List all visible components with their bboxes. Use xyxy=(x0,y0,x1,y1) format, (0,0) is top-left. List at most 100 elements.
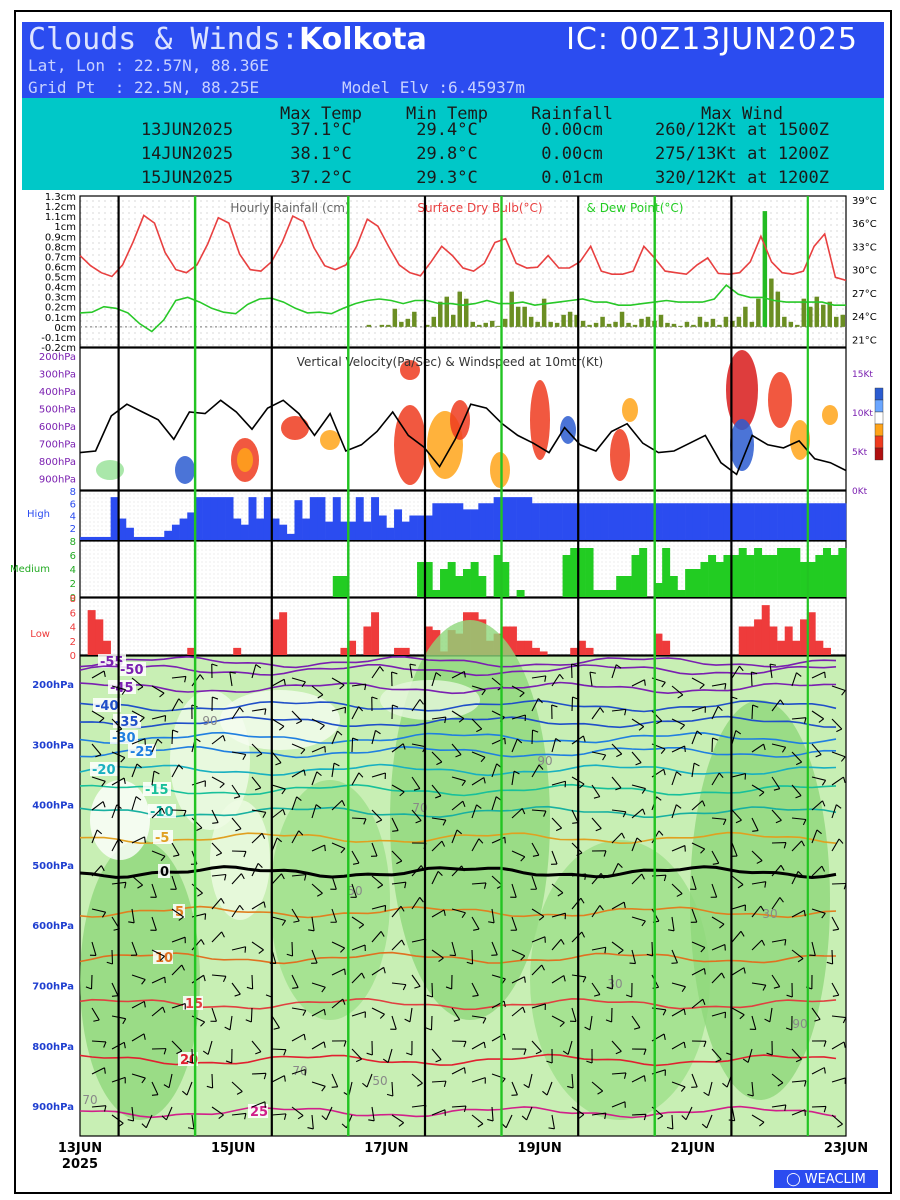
wind-barb xyxy=(691,763,695,778)
wind-barb xyxy=(151,715,166,720)
wind-barb xyxy=(831,718,843,730)
wind-barb xyxy=(171,675,186,679)
wind-barb-flag xyxy=(276,837,283,843)
cloud-layer-label: High xyxy=(27,509,50,520)
temp-tick-label: 30°C xyxy=(852,266,877,277)
wind-barb xyxy=(91,1040,107,1043)
wind-barb-flag xyxy=(197,892,203,897)
wind-barb-flag xyxy=(200,1021,206,1027)
wind-barb xyxy=(511,808,523,819)
wind-barb xyxy=(511,1006,524,1017)
wind-barb-flag xyxy=(244,946,247,953)
cloud-bar xyxy=(417,562,425,597)
wind-barb-flag xyxy=(176,1050,183,1055)
cloud-bar xyxy=(639,548,648,597)
wind-barb-flag xyxy=(488,921,495,924)
wind-barb xyxy=(685,1106,693,1120)
rain-bar xyxy=(567,311,573,327)
wind-barb xyxy=(391,850,403,862)
wind-barb-flag xyxy=(331,1086,338,1088)
wind-barb xyxy=(231,707,241,720)
rain-bar xyxy=(451,314,456,327)
wind-barb-flag xyxy=(739,1014,745,1020)
cloud-bar xyxy=(746,626,755,655)
wind-barb-flag xyxy=(832,994,839,997)
rain-bar xyxy=(438,301,443,327)
logo-text: WEACLIM xyxy=(804,1171,866,1187)
wind-barb xyxy=(589,1015,593,1030)
wind-barb-flag xyxy=(761,939,766,946)
wind-barb xyxy=(151,1081,159,1095)
rain-bar xyxy=(801,298,807,327)
wind-barb xyxy=(191,883,203,894)
wind-barb-flag xyxy=(298,830,304,836)
wind-barb xyxy=(131,974,146,981)
wind-barb xyxy=(811,671,825,679)
wind-barb-flag xyxy=(368,1119,375,1122)
wind-barb-flag xyxy=(617,863,623,869)
wind-barb xyxy=(151,883,157,898)
wind-barb-flag xyxy=(414,985,421,989)
wind-barb-flag xyxy=(602,754,607,761)
wind-barb-flag xyxy=(257,863,263,869)
wind-barb-flag xyxy=(243,851,247,858)
header-banner: Clouds & Winds:Kolkota IC: 00Z13JUN2025 … xyxy=(22,22,884,98)
rain-bar xyxy=(827,301,833,327)
wind-barb xyxy=(769,1007,773,1022)
cloud-bar xyxy=(570,548,579,597)
wind-barb-flag xyxy=(636,837,642,843)
cloud-bar xyxy=(225,497,234,540)
cloud-bar xyxy=(102,640,111,655)
wind-barb xyxy=(791,1048,802,1060)
cloud-bar xyxy=(179,518,188,540)
wind-barb xyxy=(211,974,226,977)
wind-barb xyxy=(491,1073,506,1080)
wind-barb xyxy=(431,982,434,998)
wind-barb xyxy=(251,809,266,813)
wind-barb-flag xyxy=(532,854,539,857)
wind-barb-flag xyxy=(731,696,738,700)
wind-barb-flag xyxy=(523,1083,530,1089)
wind-barb xyxy=(691,706,706,712)
wind-barb-flag xyxy=(139,717,145,723)
wind-barb-flag xyxy=(743,967,746,974)
wind-barb xyxy=(391,1081,394,1097)
wind-barb xyxy=(791,817,806,821)
wind-barb-flag xyxy=(358,772,364,778)
wind-barb-flag xyxy=(437,871,443,877)
wind-barb xyxy=(471,1015,486,1019)
wind-barb-flag xyxy=(520,856,526,862)
wind-barb xyxy=(771,938,786,943)
wind-barb xyxy=(251,664,257,679)
rain-bar xyxy=(366,324,372,327)
wind-barb xyxy=(371,730,377,745)
wind-barb-flag xyxy=(382,1058,389,1063)
cloud-tick-label: 8 xyxy=(70,537,76,548)
wind-barb xyxy=(451,941,457,956)
wind-barb-flag xyxy=(323,1009,326,1016)
wind-barb-flag xyxy=(255,664,262,669)
isotherm-label: 10 xyxy=(155,951,173,966)
cloud-bar xyxy=(463,509,471,540)
wind-barb-flag xyxy=(780,865,785,871)
wind-barb xyxy=(747,1048,753,1063)
cloud-bar xyxy=(662,503,671,540)
wind-barb xyxy=(411,897,421,910)
wind-barb xyxy=(511,976,525,984)
pressure-tick-label: 800hPa xyxy=(39,457,76,468)
wind-barb xyxy=(351,1048,363,1060)
wind-barb-flag xyxy=(164,977,166,984)
wind-barb xyxy=(631,916,646,922)
wind-barb-flag xyxy=(701,800,706,807)
wind-barb xyxy=(671,949,678,964)
wind-barb xyxy=(91,865,102,877)
cloud-bar xyxy=(616,503,625,540)
velocity-blob xyxy=(768,372,792,428)
wind-barb xyxy=(708,1081,713,1096)
wind-barb-flag xyxy=(218,1114,224,1119)
cloud-bar xyxy=(424,562,433,597)
wind-barb xyxy=(391,784,405,793)
wind-barb-flag xyxy=(438,957,444,963)
wind-barb xyxy=(391,743,404,753)
